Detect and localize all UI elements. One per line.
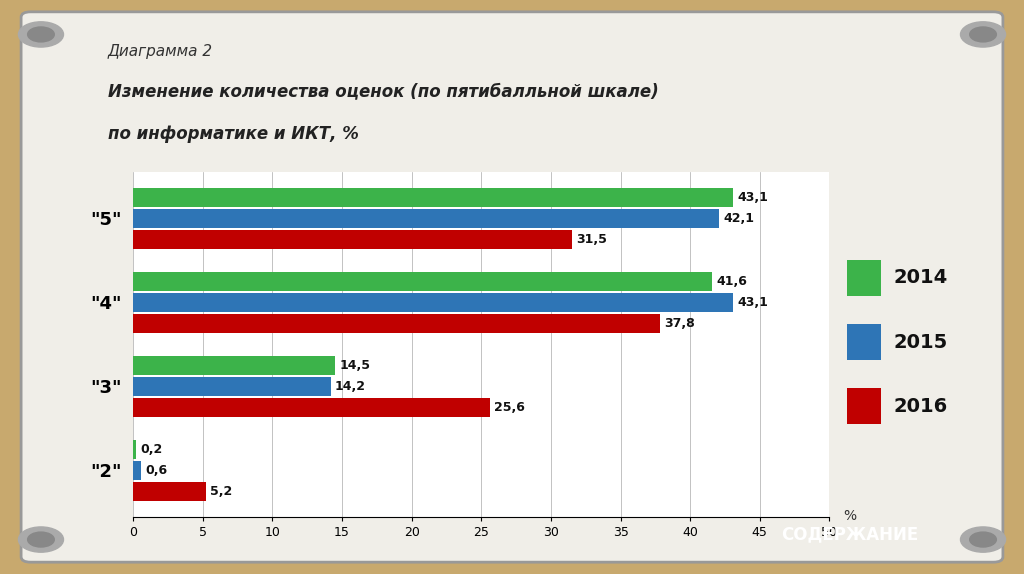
Text: 37,8: 37,8 (664, 317, 694, 330)
Bar (133, 272, 713, 291)
Text: 5,2: 5,2 (210, 485, 232, 498)
Text: Диаграмма 2: Диаграмма 2 (108, 44, 213, 59)
Bar (133, 398, 489, 417)
Text: 41,6: 41,6 (717, 275, 748, 288)
Bar (133, 209, 720, 228)
Bar (133, 461, 141, 480)
Text: 43,1: 43,1 (737, 296, 768, 309)
Text: 2015: 2015 (893, 332, 947, 352)
Text: 0,6: 0,6 (145, 464, 168, 477)
Text: 2014: 2014 (893, 268, 947, 288)
Text: 42,1: 42,1 (724, 212, 755, 225)
FancyBboxPatch shape (847, 259, 881, 296)
Text: %: % (844, 510, 856, 523)
FancyBboxPatch shape (847, 324, 881, 360)
Bar (133, 188, 733, 207)
Text: СОДЕРЖАНИЕ: СОДЕРЖАНИЕ (781, 525, 919, 543)
Text: 25,6: 25,6 (494, 401, 524, 414)
Text: 0,2: 0,2 (140, 443, 163, 456)
Text: 2016: 2016 (893, 397, 947, 416)
Text: 43,1: 43,1 (737, 191, 768, 204)
Text: 14,2: 14,2 (335, 380, 366, 393)
Text: по информатике и ИКТ, %: по информатике и ИКТ, % (108, 125, 358, 143)
Bar (133, 230, 571, 249)
Bar (133, 293, 733, 312)
FancyBboxPatch shape (22, 12, 1002, 562)
Bar (133, 377, 331, 396)
Bar (133, 482, 206, 501)
Bar (133, 314, 659, 333)
Text: Изменение количества оценок (по пятибалльной шкале): Изменение количества оценок (по пятибалл… (108, 82, 658, 100)
Bar (133, 440, 136, 459)
Bar (133, 356, 335, 375)
Text: 31,5: 31,5 (575, 233, 607, 246)
FancyBboxPatch shape (847, 388, 881, 425)
Text: 14,5: 14,5 (339, 359, 371, 372)
